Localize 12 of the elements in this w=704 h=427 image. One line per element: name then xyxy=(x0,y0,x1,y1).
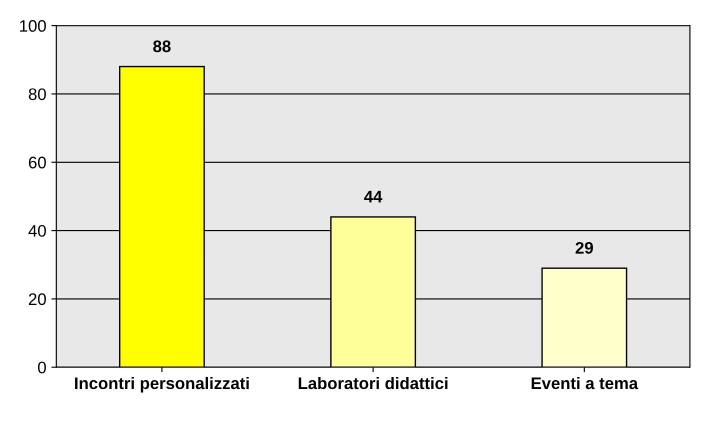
data-label: 29 xyxy=(576,242,593,254)
y-tick-label: 0 xyxy=(38,362,46,374)
x-tick-label: Eventi a tema xyxy=(532,376,638,390)
y-tick-label: 60 xyxy=(28,156,46,168)
y-tick-label: 100 xyxy=(20,20,46,32)
x-tick-label: Incontri personalizzati xyxy=(75,376,249,392)
data-label: 44 xyxy=(364,190,382,202)
y-tick-label: 80 xyxy=(28,88,46,100)
x-tick-label: Laboratori didattici xyxy=(298,376,448,390)
y-tick-label: 20 xyxy=(28,293,46,306)
data-label: 88 xyxy=(153,40,171,52)
y-tick-label: 40 xyxy=(28,224,46,237)
